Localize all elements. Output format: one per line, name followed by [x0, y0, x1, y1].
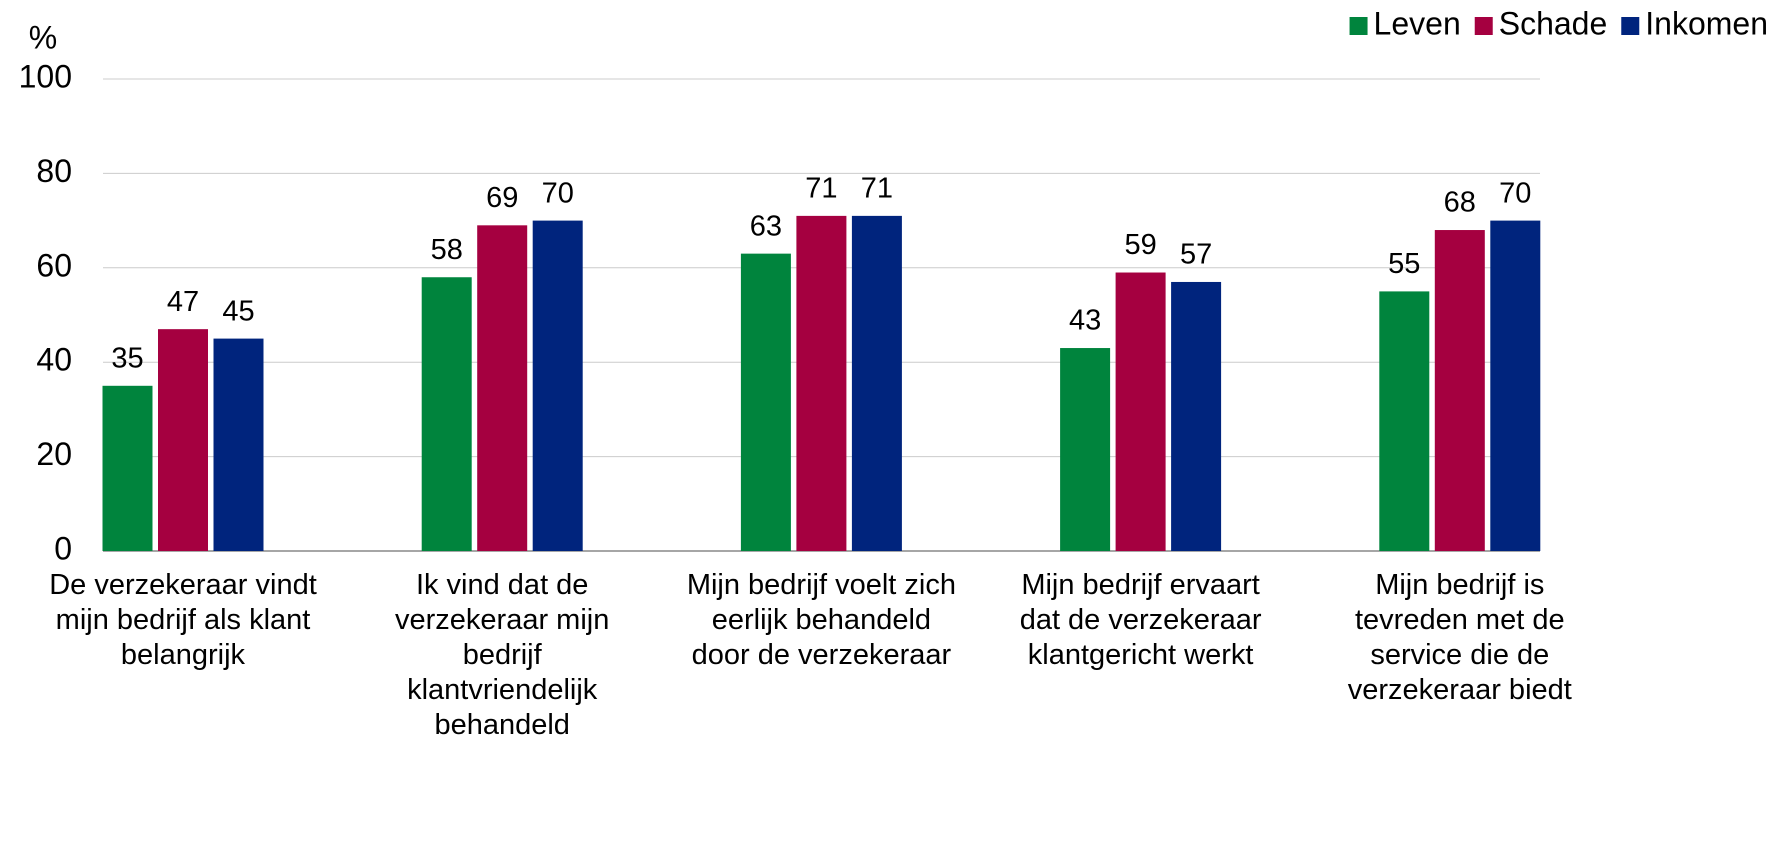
data-label: 59 — [1124, 229, 1156, 261]
data-label: 70 — [542, 177, 574, 209]
y-tick-label: 0 — [54, 530, 72, 566]
bar — [1171, 281, 1222, 551]
bar — [851, 215, 902, 551]
y-tick-label: 20 — [36, 436, 72, 472]
bar — [1490, 220, 1541, 551]
y-tick-label: 40 — [36, 342, 72, 378]
legend-swatch — [1621, 17, 1640, 35]
bar — [421, 277, 472, 551]
legend-label: Leven — [1374, 5, 1461, 41]
bar — [158, 329, 208, 551]
bar — [532, 220, 583, 551]
x-tick-label: De verzekeraar vindt mijn bedrijf als kl… — [49, 569, 317, 671]
bar — [1379, 291, 1430, 551]
data-label: 68 — [1444, 187, 1476, 219]
y-tick-label: 80 — [36, 153, 72, 189]
bar — [1115, 272, 1166, 551]
legend-label: Schade — [1499, 5, 1608, 41]
data-label: 71 — [861, 173, 893, 205]
data-label: 47 — [167, 286, 199, 318]
data-label: 45 — [222, 295, 254, 327]
data-label: 69 — [486, 182, 518, 214]
data-label: 55 — [1388, 248, 1420, 280]
x-tick-label: Ik vind dat de verzekeraar mijn bedrijf … — [395, 569, 610, 741]
x-tick-label: Mijn bedrijf voelt zich eerlijk behandel… — [686, 569, 956, 671]
legend-swatch — [1349, 17, 1368, 35]
y-tick-label: 60 — [36, 247, 72, 283]
y-tick-label: 100 — [19, 58, 72, 94]
legend-swatch — [1474, 17, 1493, 35]
x-tick-label: Mijn bedrijf ervaart dat de verzekeraar … — [1019, 569, 1262, 671]
bar — [1434, 230, 1485, 552]
bar — [1060, 348, 1111, 551]
bar — [213, 338, 264, 551]
bar — [477, 225, 528, 551]
data-label: 71 — [805, 173, 837, 205]
y-axis-label: % — [29, 19, 57, 55]
bar — [102, 385, 153, 551]
bar — [740, 253, 791, 551]
legend-label: Inkomen — [1645, 5, 1768, 41]
data-label: 58 — [431, 234, 463, 266]
data-label: 35 — [111, 342, 143, 374]
bar — [796, 215, 847, 551]
x-tick-label: Mijn bedrijf is tevreden met de service … — [1347, 569, 1572, 706]
data-label: 63 — [750, 210, 782, 242]
data-label: 57 — [1180, 239, 1212, 271]
data-label: 43 — [1069, 305, 1101, 337]
data-label: 70 — [1499, 177, 1531, 209]
